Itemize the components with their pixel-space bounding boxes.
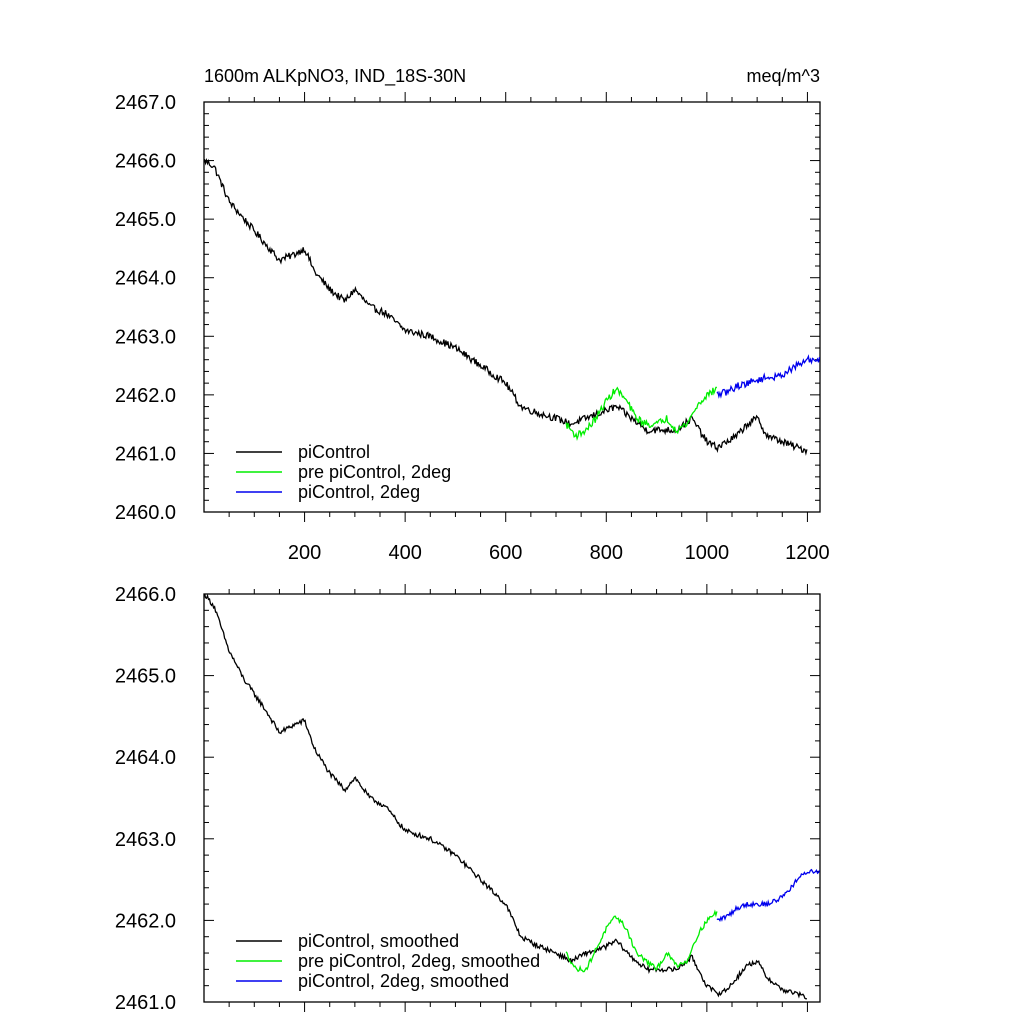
x-tick-label: 600 xyxy=(489,542,522,564)
series-line-2 xyxy=(716,868,820,922)
x-tick-label: 200 xyxy=(288,542,321,564)
y-tick-label: 2462.0 xyxy=(115,910,176,932)
top-plot: 2460.0 2461.0 2462.0 2463.0 2464.0 2465.0 2466… xyxy=(115,92,830,564)
x-tick-label: 400 xyxy=(388,542,421,564)
y-tick-label: 2465.0 xyxy=(115,666,176,688)
y-tick-label: 2464.0 xyxy=(115,268,176,290)
legend-label: piControl xyxy=(298,442,370,462)
legend-label: pre piControl, 2deg, smoothed xyxy=(298,951,540,971)
legend-label: piControl, smoothed xyxy=(298,931,459,951)
legend-label: pre piControl, 2deg xyxy=(298,462,451,482)
x-tick-label: 1200 xyxy=(785,542,830,564)
y-tick-label: 2463.0 xyxy=(115,326,176,348)
legend-label: piControl, 2deg, smoothed xyxy=(298,971,509,991)
y-tick-label: 2467.0 xyxy=(115,92,176,114)
y-tick-label: 2466.0 xyxy=(115,584,176,606)
y-tick-label: 2461.0 xyxy=(115,992,176,1014)
plot-frame xyxy=(203,101,821,513)
y-tick-label: 2463.0 xyxy=(115,829,176,851)
series-line-0 xyxy=(204,594,807,1000)
x-tick-label: 1000 xyxy=(685,542,730,564)
y-tick-label: 2464.0 xyxy=(115,747,176,769)
series-line-0 xyxy=(204,157,808,456)
series-line-2 xyxy=(716,354,820,399)
plot-frame xyxy=(203,593,821,1003)
series-line-1 xyxy=(565,909,718,973)
y-tick-label: 2460.0 xyxy=(115,502,176,524)
y-tick-label: 2466.0 xyxy=(115,151,176,173)
x-tick-label: 800 xyxy=(590,542,623,564)
legend-label: piControl, 2deg xyxy=(298,482,420,502)
series-line-1 xyxy=(565,386,717,441)
bottom-plot: 2461.0 2462.0 2463.0 2464.0 2465.0 2466.0 piCo… xyxy=(115,584,821,1014)
y-tick-label: 2461.0 xyxy=(115,443,176,465)
units-label: meq/m^3 xyxy=(747,66,820,86)
y-tick-label: 2462.0 xyxy=(115,385,176,407)
chart-title: 1600m ALKpNO3, IND_18S-30N xyxy=(204,66,466,87)
y-tick-label: 2465.0 xyxy=(115,209,176,231)
